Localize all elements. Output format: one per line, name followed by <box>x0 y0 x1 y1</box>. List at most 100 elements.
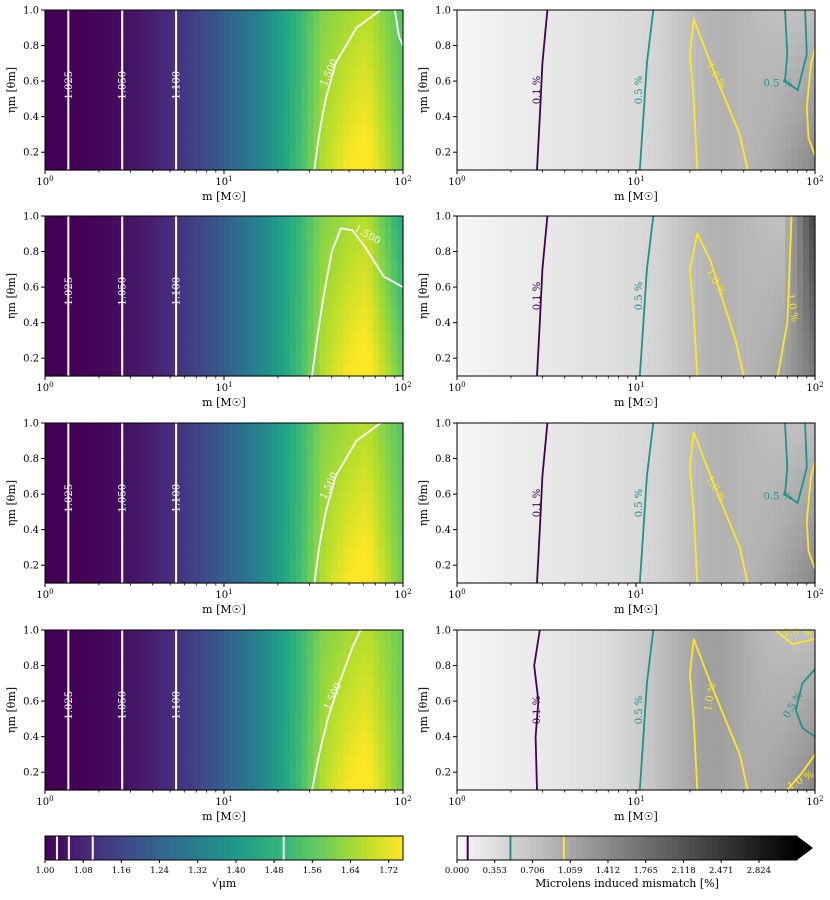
field-cell <box>749 21 756 34</box>
field-cell <box>677 571 685 584</box>
field-cell <box>194 318 201 331</box>
field-cell <box>719 261 727 274</box>
field-cell <box>170 468 177 481</box>
field-cell <box>588 364 595 377</box>
field-cell <box>653 364 661 377</box>
field-cell <box>546 158 554 171</box>
field-cell <box>200 238 207 251</box>
field-cell <box>277 284 285 297</box>
field-cell <box>110 353 118 366</box>
field-cell <box>259 250 267 263</box>
field-cell <box>200 32 207 45</box>
field-cell <box>612 445 619 458</box>
field-cell <box>647 261 655 274</box>
field-cell <box>480 503 488 516</box>
field-cell <box>582 238 589 251</box>
field-cell <box>331 571 338 584</box>
field-cell <box>749 112 756 125</box>
field-cell <box>588 341 595 354</box>
field-cell <box>540 491 548 504</box>
field-cell <box>200 503 207 516</box>
field-cell <box>265 491 273 504</box>
field-cell <box>588 318 595 331</box>
field-cell <box>671 307 679 320</box>
field-cell <box>689 67 697 80</box>
field-cell <box>665 307 673 320</box>
field-cell <box>265 90 273 103</box>
field-cell <box>212 55 219 68</box>
field-cell <box>594 55 601 68</box>
field-cell <box>659 124 667 137</box>
field-cell <box>755 78 762 91</box>
field-cell <box>212 124 219 137</box>
field-cell <box>474 124 482 137</box>
field-cell <box>140 341 148 354</box>
field-cell <box>582 434 589 447</box>
field-cell <box>606 124 613 137</box>
field-cell <box>152 341 159 354</box>
field-cell <box>45 480 52 493</box>
field-cell <box>337 238 344 251</box>
field-cell <box>480 423 488 436</box>
field-cell <box>558 55 565 68</box>
field-cell <box>140 112 148 125</box>
field-cell <box>582 560 589 573</box>
field-cell <box>212 457 219 470</box>
field-cell <box>307 468 315 481</box>
field-cell <box>636 353 643 366</box>
field-cell <box>134 434 142 447</box>
field-cell <box>630 158 637 171</box>
field-cell <box>104 158 112 171</box>
field-cell <box>624 525 631 538</box>
field-cell <box>522 216 530 229</box>
field-cell <box>695 158 703 171</box>
field-cell <box>809 296 816 309</box>
field-cell <box>695 238 703 251</box>
field-cell <box>50 250 58 263</box>
field-cell <box>265 307 273 320</box>
field-cell <box>158 468 165 481</box>
field-cell <box>349 101 356 114</box>
field-cell <box>343 423 350 436</box>
field-cell <box>504 44 512 57</box>
x-tick-label: 100 <box>36 175 53 188</box>
field-cell <box>343 571 350 584</box>
field-cell <box>677 261 685 274</box>
field-cell <box>170 457 177 470</box>
field-cell <box>152 227 159 240</box>
field-cell <box>355 216 362 229</box>
field-cell <box>701 124 709 137</box>
field-cell <box>486 67 494 80</box>
field-cell <box>522 457 530 470</box>
field-cell <box>803 273 810 286</box>
field-cell <box>134 330 142 343</box>
field-cell <box>86 216 94 229</box>
field-cell <box>325 353 332 366</box>
field-cell <box>809 67 816 80</box>
field-cell <box>56 434 64 447</box>
field-cell <box>534 78 542 91</box>
field-cell <box>188 514 195 527</box>
field-cell <box>182 364 189 377</box>
field-cell <box>146 364 153 377</box>
field-cell <box>86 560 94 573</box>
field-cell <box>289 548 297 561</box>
field-cell <box>301 468 309 481</box>
field-cell <box>176 55 183 68</box>
field-cell <box>331 112 338 125</box>
field-cell <box>283 216 291 229</box>
field-cell <box>474 32 482 45</box>
field-cell <box>98 560 106 573</box>
field-cell <box>468 341 476 354</box>
field-cell <box>647 101 655 114</box>
field-cell <box>241 158 249 171</box>
field-cell <box>594 457 601 470</box>
field-cell <box>516 44 524 57</box>
field-cell <box>606 55 613 68</box>
field-cell <box>522 537 530 550</box>
field-cell <box>468 503 476 516</box>
field-cell <box>468 32 476 45</box>
field-cell <box>797 341 804 354</box>
field-cell <box>200 112 207 125</box>
field-cell <box>606 32 613 45</box>
